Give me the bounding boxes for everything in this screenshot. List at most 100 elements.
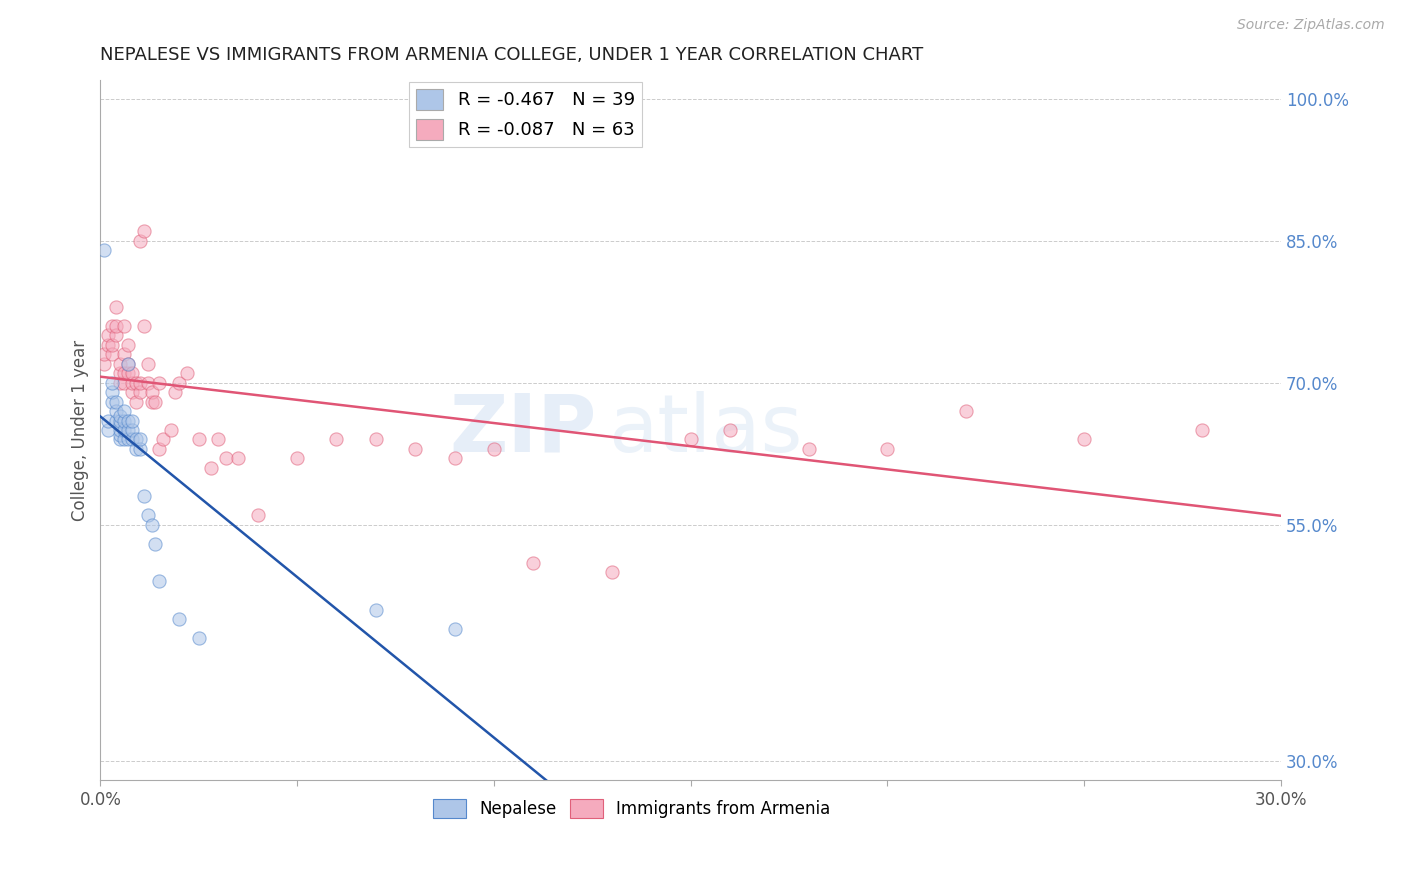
Point [443,622,465,636]
Point [121,413,143,427]
Point [112,433,135,447]
Point [101,318,124,333]
Point [136,376,159,390]
Point [121,433,143,447]
Point [108,366,131,380]
Point [121,423,143,437]
Legend: Nepalese, Immigrants from Armenia: Nepalese, Immigrants from Armenia [426,792,838,824]
Point [600,565,623,579]
Point [97,423,120,437]
Point [108,376,131,390]
Point [101,394,124,409]
Point [132,224,155,238]
Point [364,603,387,617]
Point [108,418,131,433]
Point [132,489,155,503]
Y-axis label: College, Under 1 year: College, Under 1 year [72,340,89,521]
Point [105,413,128,427]
Point [117,366,139,380]
Point [108,433,131,447]
Point [108,409,131,423]
Point [165,385,187,400]
Text: NEPALESE VS IMMIGRANTS FROM ARMENIA COLLEGE, UNDER 1 YEAR CORRELATION CHART: NEPALESE VS IMMIGRANTS FROM ARMENIA COLL… [100,46,924,64]
Point [108,413,131,427]
Point [112,376,135,390]
Point [128,433,150,447]
Point [128,376,150,390]
Point [125,442,148,456]
Point [97,328,120,343]
Point [167,612,190,626]
Point [160,423,183,437]
Point [876,442,898,456]
Point [105,328,128,343]
Point [443,451,465,466]
Point [404,442,426,456]
Point [148,442,170,456]
Point [187,433,209,447]
Point [200,461,222,475]
Point [121,366,143,380]
Point [364,433,387,447]
Point [955,404,977,418]
Point [141,385,163,400]
Point [112,404,135,418]
Point [679,433,702,447]
Point [101,347,124,361]
Point [128,442,150,456]
Point [176,366,198,380]
Point [108,423,131,437]
Point [718,423,741,437]
Point [797,442,820,456]
Point [101,338,124,352]
Point [105,404,128,418]
Point [482,442,505,456]
Point [112,318,135,333]
Point [117,338,139,352]
Point [97,338,120,352]
Point [125,433,148,447]
Point [121,385,143,400]
Point [112,423,135,437]
Point [128,234,150,248]
Point [325,433,347,447]
Point [136,357,159,371]
Point [117,413,139,427]
Point [125,376,148,390]
Point [187,632,209,646]
Point [148,376,170,390]
Point [93,243,115,257]
Point [101,376,124,390]
Text: atlas: atlas [607,391,803,469]
Point [108,427,131,442]
Point [207,433,229,447]
Point [141,394,163,409]
Point [148,574,170,589]
Point [167,376,190,390]
Point [1191,423,1213,437]
Text: Source: ZipAtlas.com: Source: ZipAtlas.com [1237,18,1385,31]
Point [132,318,155,333]
Point [117,433,139,447]
Point [105,318,128,333]
Point [226,451,249,466]
Point [285,451,308,466]
Point [108,357,131,371]
Point [97,413,120,427]
Point [105,300,128,314]
Point [101,385,124,400]
Point [145,394,167,409]
Point [117,357,139,371]
Point [246,508,269,523]
Point [145,536,167,550]
Point [112,366,135,380]
Point [128,385,150,400]
Point [93,357,115,371]
Text: ZIP: ZIP [449,391,596,469]
Point [117,357,139,371]
Point [105,394,128,409]
Point [215,451,238,466]
Point [112,413,135,427]
Point [117,423,139,437]
Point [1073,433,1095,447]
